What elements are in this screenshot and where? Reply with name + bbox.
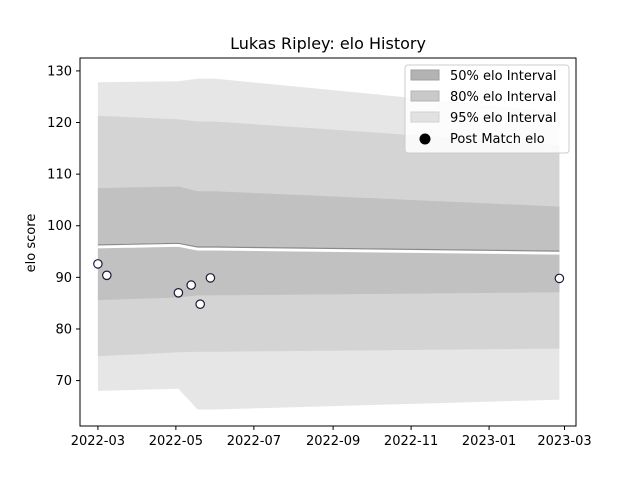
y-tick-label: 130 [47,64,72,79]
x-tick-label: 2023-03 [537,434,591,449]
x-tick-label: 2023-01 [462,434,516,449]
y-tick-label: 80 [55,322,72,337]
post-match-point-5 [195,299,205,309]
legend-swatch-50 [410,69,440,81]
plot-frame [79,57,577,427]
mean-line [97,242,560,252]
x-tick-label: 2022-11 [384,434,438,449]
legend-swatch-95 [410,111,440,123]
legend-label-95: 95% elo Interval [450,111,557,126]
y-axis: 70 80 90 100 110 120 130 [47,64,80,389]
y-tick-label: 110 [47,168,72,183]
post-match-points [93,259,565,309]
post-match-point-6 [205,273,216,283]
x-tick-label: 2022-07 [227,434,281,449]
x-tick-label: 2022-05 [149,434,203,449]
legend-label-points: Post Match elo [450,132,545,147]
y-axis-label: elo score [24,214,39,273]
post-match-point-2 [102,270,112,281]
y-tick-label: 70 [55,374,72,389]
post-match-point-1 [93,259,103,269]
x-axis: 2022-03 2022-05 2022-07 2022-09 2022-11 2023-… [71,426,592,449]
legend-marker-points [419,133,431,145]
mean-line-highlight [97,242,560,255]
band-50-percent [97,186,560,301]
x-tick-label: 2022-09 [306,434,360,449]
y-tick-label: 90 [55,271,72,286]
y-tick-label: 120 [47,116,72,131]
legend: 50% elo Interval 80% elo Interval 95% el… [404,64,570,154]
legend-swatch-80 [410,90,440,102]
post-match-point-7 [554,273,565,284]
legend-frame [404,64,570,154]
mean-elo-line [97,242,560,255]
chart-title: Lukas Ripley: elo History [230,34,426,53]
interval-bands [97,78,560,410]
post-match-point-4 [186,280,196,290]
legend-label-80: 80% elo Interval [450,90,557,105]
legend-label-50: 50% elo Interval [450,69,557,84]
y-tick-label: 100 [47,219,72,234]
x-tick-label: 2022-03 [71,434,125,449]
post-match-point-3 [173,287,184,298]
